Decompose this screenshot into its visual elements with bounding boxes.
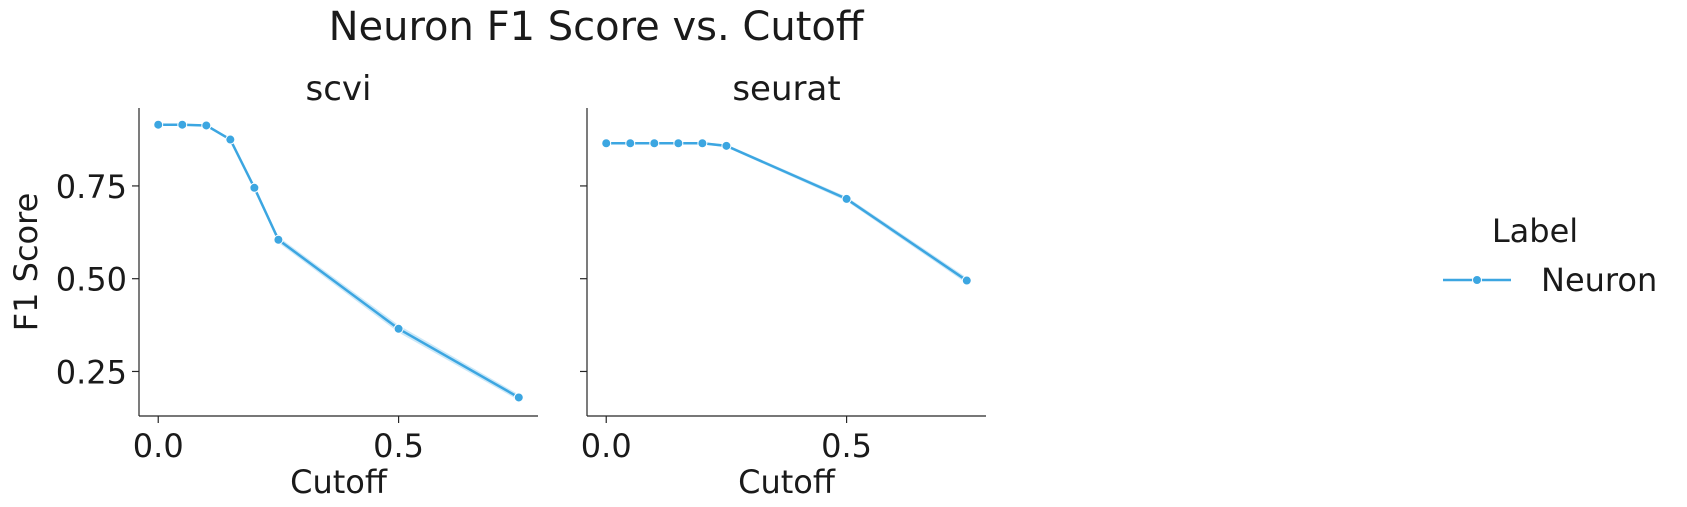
data-point — [225, 134, 236, 145]
series-line — [158, 123, 520, 399]
data-point — [961, 275, 972, 286]
panel-title: scvi — [306, 69, 372, 109]
data-point — [697, 138, 708, 149]
data-point — [249, 182, 260, 193]
legend-title: Label — [1492, 212, 1578, 250]
x-axis-label: Cutoff — [290, 463, 388, 501]
data-point — [721, 140, 732, 151]
x-tick-label: 0.0 — [581, 427, 632, 465]
data-point — [201, 120, 212, 131]
legend-series-marker — [1472, 275, 1482, 285]
x-axis-label: Cutoff — [738, 463, 836, 501]
data-point — [673, 138, 684, 149]
data-point — [393, 323, 404, 334]
data-point — [513, 392, 524, 403]
series-confidence-band — [606, 142, 967, 284]
data-point — [625, 138, 636, 149]
x-tick-label: 0.5 — [373, 427, 424, 465]
y-axis-label: F1 Score — [7, 193, 45, 332]
x-tick-label: 0.5 — [821, 427, 872, 465]
y-tick-label: 0.75 — [56, 168, 127, 206]
series-confidence-band — [158, 123, 519, 401]
data-point — [153, 119, 164, 130]
legend: Label Neuron — [1443, 212, 1657, 299]
panel-title: seurat — [732, 69, 840, 109]
x-tick-label: 0.0 — [133, 427, 184, 465]
data-point — [649, 138, 660, 149]
series-line — [606, 142, 968, 282]
data-point — [841, 193, 852, 204]
legend-series-label: Neuron — [1541, 261, 1657, 299]
data-point — [601, 138, 612, 149]
figure-title: Neuron F1 Score vs. Cutoff — [329, 4, 865, 50]
y-tick-label: 0.25 — [56, 353, 127, 391]
data-point — [273, 234, 284, 245]
y-tick-label: 0.50 — [56, 261, 127, 299]
data-point — [177, 119, 188, 130]
